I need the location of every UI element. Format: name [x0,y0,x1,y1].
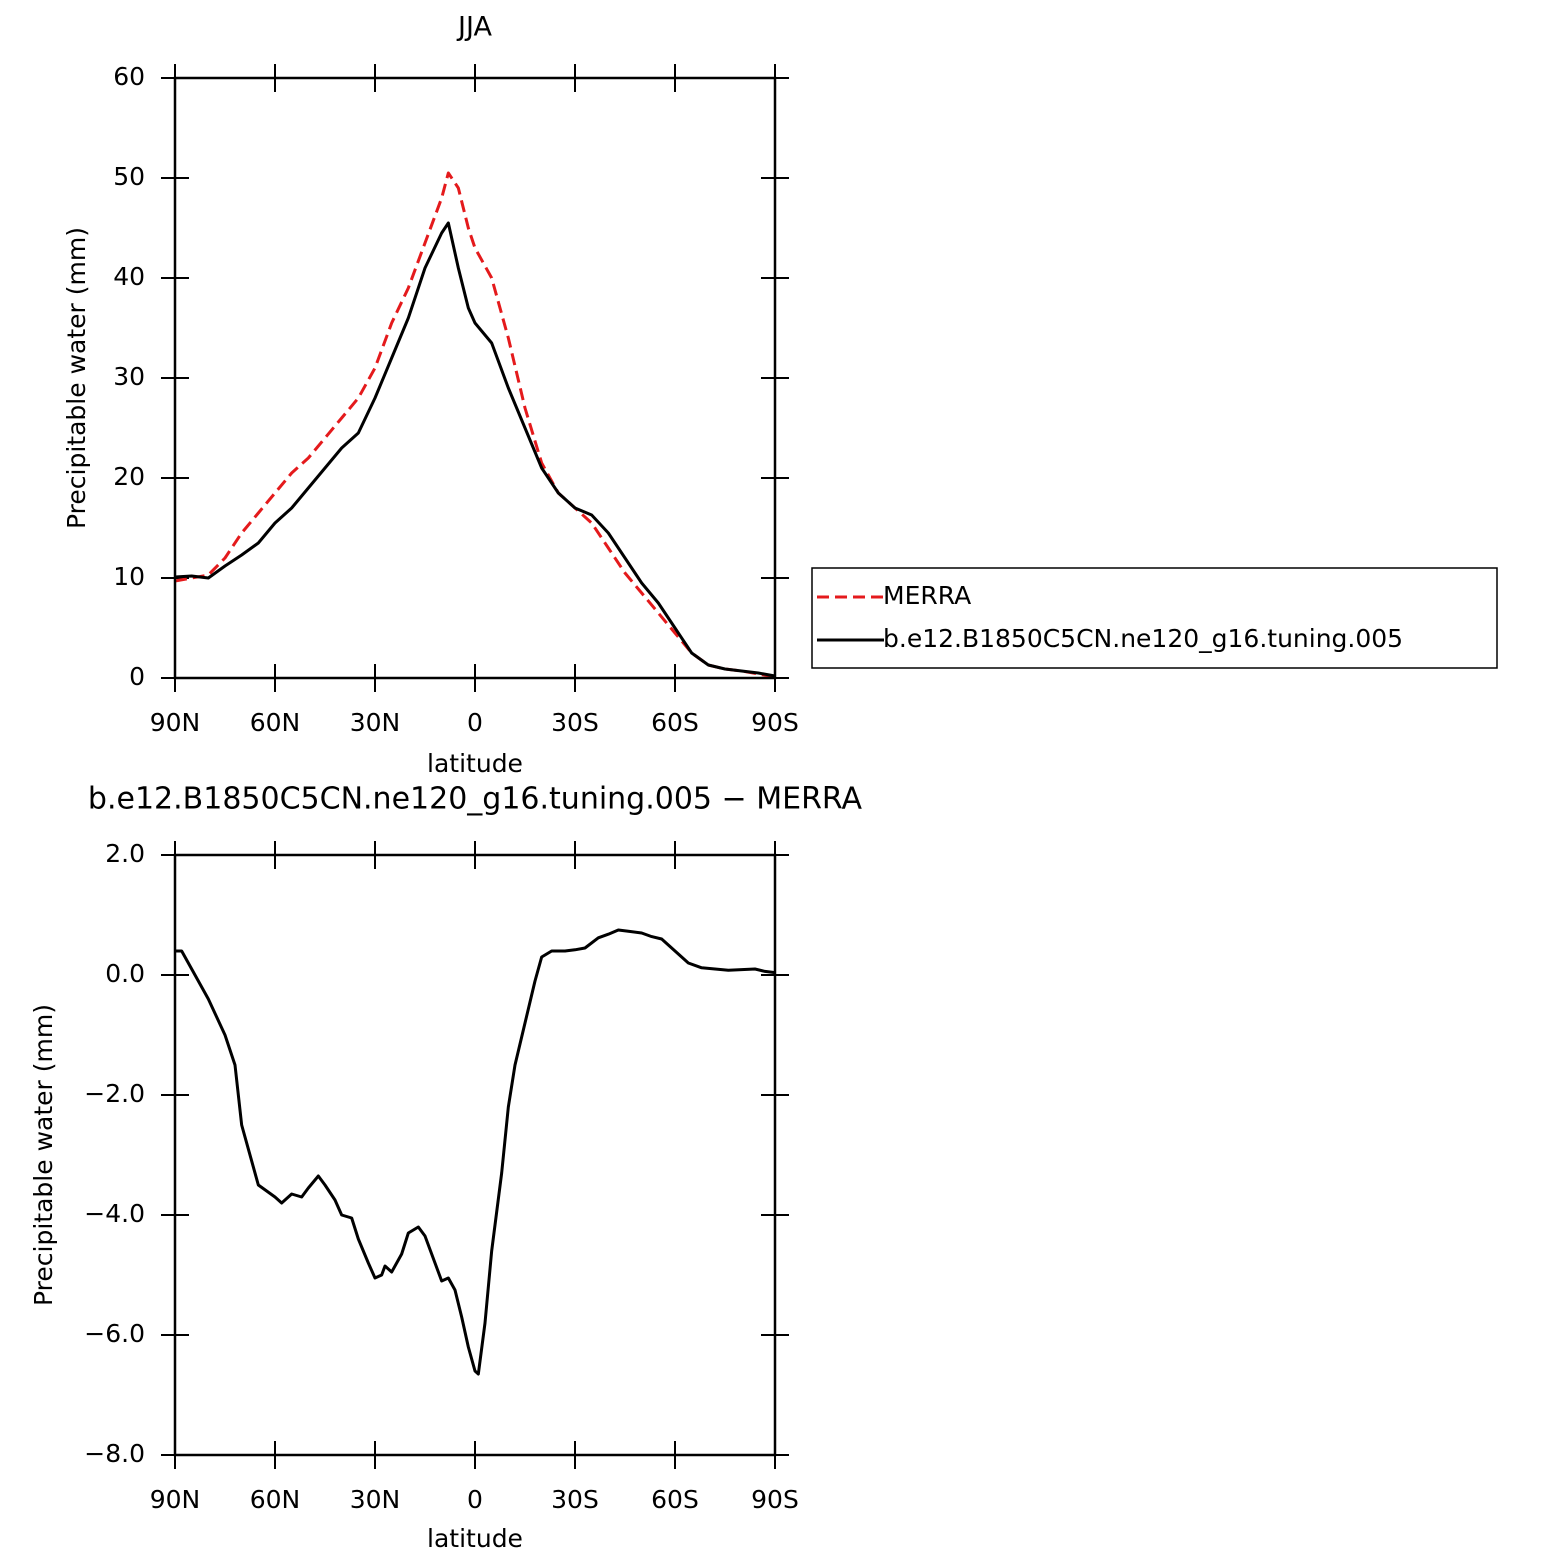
x-tick-label: 90N [150,708,201,737]
x-tick-label: 30N [350,1485,401,1514]
x-tick-label: 0 [467,1485,483,1514]
y-tick-label: −6.0 [84,1319,145,1348]
y-tick-label: 30 [113,362,145,391]
x-tick-label: 60S [651,1485,699,1514]
y-tick-label: −2.0 [84,1079,145,1108]
y-tick-label: −4.0 [84,1199,145,1228]
x-tick-label: 30N [350,708,401,737]
chart-title: JJA [456,12,492,43]
y-tick-label: 0 [129,662,145,691]
legend-label: b.e12.B1850C5CN.ne120_g16.tuning.005 [883,624,1403,653]
data-line [174,171,776,679]
x-axis-label: latitude [427,1524,523,1553]
plot-frame [173,76,777,680]
y-tick-label: −8.0 [84,1439,145,1468]
plot-frame [173,853,777,1457]
y-tick-label: 60 [113,62,145,91]
y-tick-label: 20 [113,462,145,491]
x-tick-label: 90S [751,708,799,737]
x-tick-label: 60S [651,708,699,737]
y-axis-label: Precipitable water (mm) [29,1004,58,1306]
y-axis-label: Precipitable water (mm) [62,227,91,529]
x-axis-label: latitude [427,749,523,778]
x-tick-label: 30S [551,708,599,737]
x-tick-label: 60N [250,1485,301,1514]
y-tick-label: 2.0 [105,839,145,868]
y-tick-label: 50 [113,162,145,191]
y-tick-label: 10 [113,562,145,591]
x-tick-label: 90N [150,1485,201,1514]
x-tick-label: 60N [250,708,301,737]
y-tick-label: 0.0 [105,959,145,988]
x-tick-label: 0 [467,708,483,737]
chart-title: b.e12.B1850C5CN.ne120_g16.tuning.005 − M… [88,782,863,817]
y-tick-label: 40 [113,262,145,291]
legend-box [811,567,1498,669]
data-line [174,221,776,678]
legend-label: MERRA [883,581,971,610]
data-line [175,928,776,1376]
x-tick-label: 90S [751,1485,799,1514]
x-tick-label: 30S [551,1485,599,1514]
